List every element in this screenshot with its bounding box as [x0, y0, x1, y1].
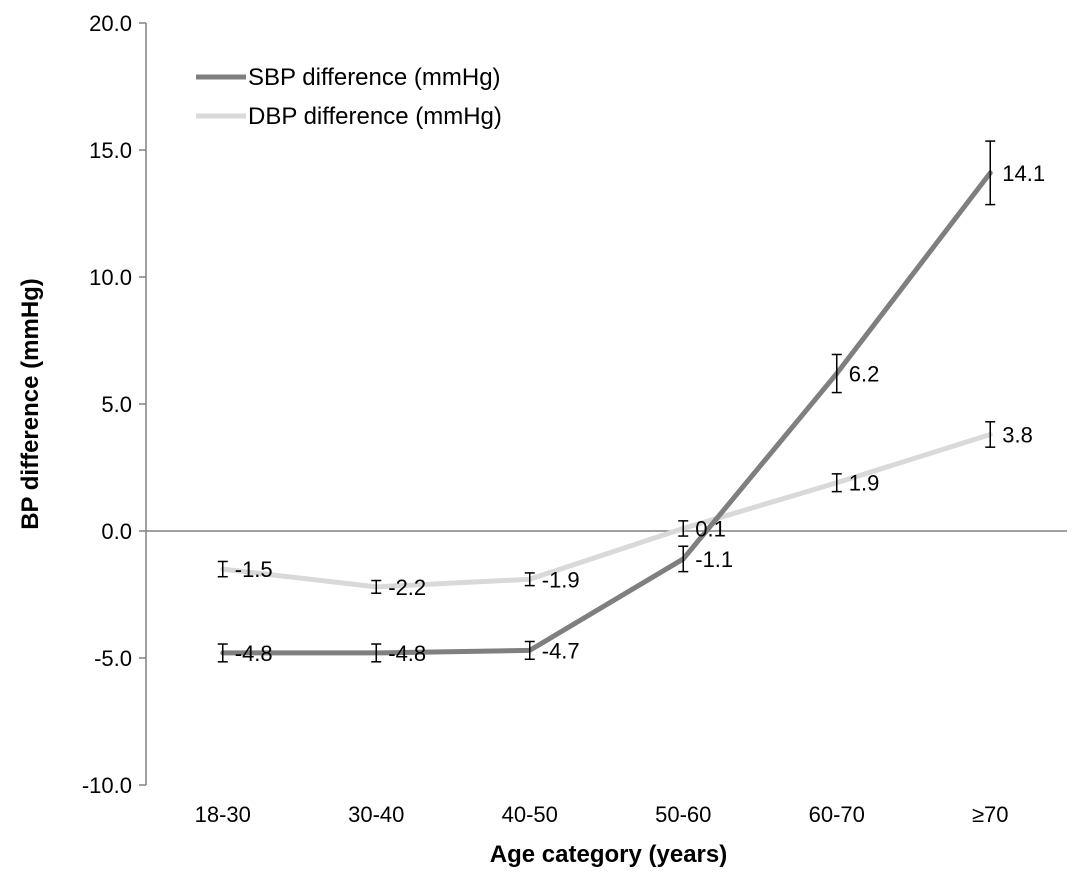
y-tick-label: -10.0: [82, 773, 132, 798]
data-label: -4.7: [542, 638, 580, 663]
annotations-sbp: -4.8 -4.8 -4.7 -1.1 6.2 14.1: [217, 140, 1045, 666]
y-tick-label: 15.0: [89, 138, 132, 163]
data-label: -1.5: [235, 557, 273, 582]
data-label: -2.2: [388, 575, 426, 600]
legend-label-dbp: DBP difference (mmHg): [248, 103, 502, 130]
series-line: [220, 431, 993, 590]
data-label: -4.8: [235, 641, 273, 666]
data-label: -1.9: [542, 567, 580, 592]
x-axis-ticks: 18-30 30-40 40-50 50-60 60-70 ≥70: [195, 802, 1009, 827]
x-tick-label: 30-40: [348, 802, 404, 827]
data-label: 1.9: [849, 471, 880, 496]
y-tick-label: -5.0: [94, 646, 132, 671]
axes: -10.0 -5.0 0.0 5.0 10.0 15.0 20.0 18-30 30-40 40…: [82, 11, 1067, 827]
data-label: -1.1: [695, 547, 733, 572]
data-label: 14.1: [1002, 161, 1045, 186]
series-dbp: [220, 431, 993, 590]
x-tick-label: ≥70: [972, 802, 1009, 827]
series-line: [220, 170, 993, 656]
data-label: 3.8: [1002, 422, 1033, 447]
y-tick-label: 10.0: [89, 265, 132, 290]
x-tick-label: 60-70: [809, 802, 865, 827]
data-label: 0.1: [695, 516, 726, 541]
series: -4.8 -4.8 -4.7 -1.1 6.2 14.1 -1.5 -2.2 -1.9 0.1 1.…: [217, 140, 1045, 666]
annotations-dbp: -1.5 -2.2 -1.9 0.1 1.9 3.8: [217, 421, 1033, 600]
y-tick-label: 20.0: [89, 11, 132, 36]
data-label: 6.2: [849, 362, 880, 387]
y-tick-label: 5.0: [101, 392, 132, 417]
legend: SBP difference (mmHg) DBP difference (mm…: [196, 64, 502, 130]
x-axis-title: Age category (years): [490, 841, 727, 868]
y-axis-ticks: -10.0 -5.0 0.0 5.0 10.0 15.0 20.0: [82, 11, 146, 798]
series-sbp: [220, 170, 993, 656]
y-tick-label: 0.0: [101, 519, 132, 544]
x-tick-label: 50-60: [655, 802, 711, 827]
y-axis-title: BP difference (mmHg): [17, 278, 44, 530]
x-tick-label: 18-30: [195, 802, 251, 827]
legend-label-sbp: SBP difference (mmHg): [248, 64, 501, 91]
data-label: -4.8: [388, 641, 426, 666]
x-tick-label: 40-50: [502, 802, 558, 827]
